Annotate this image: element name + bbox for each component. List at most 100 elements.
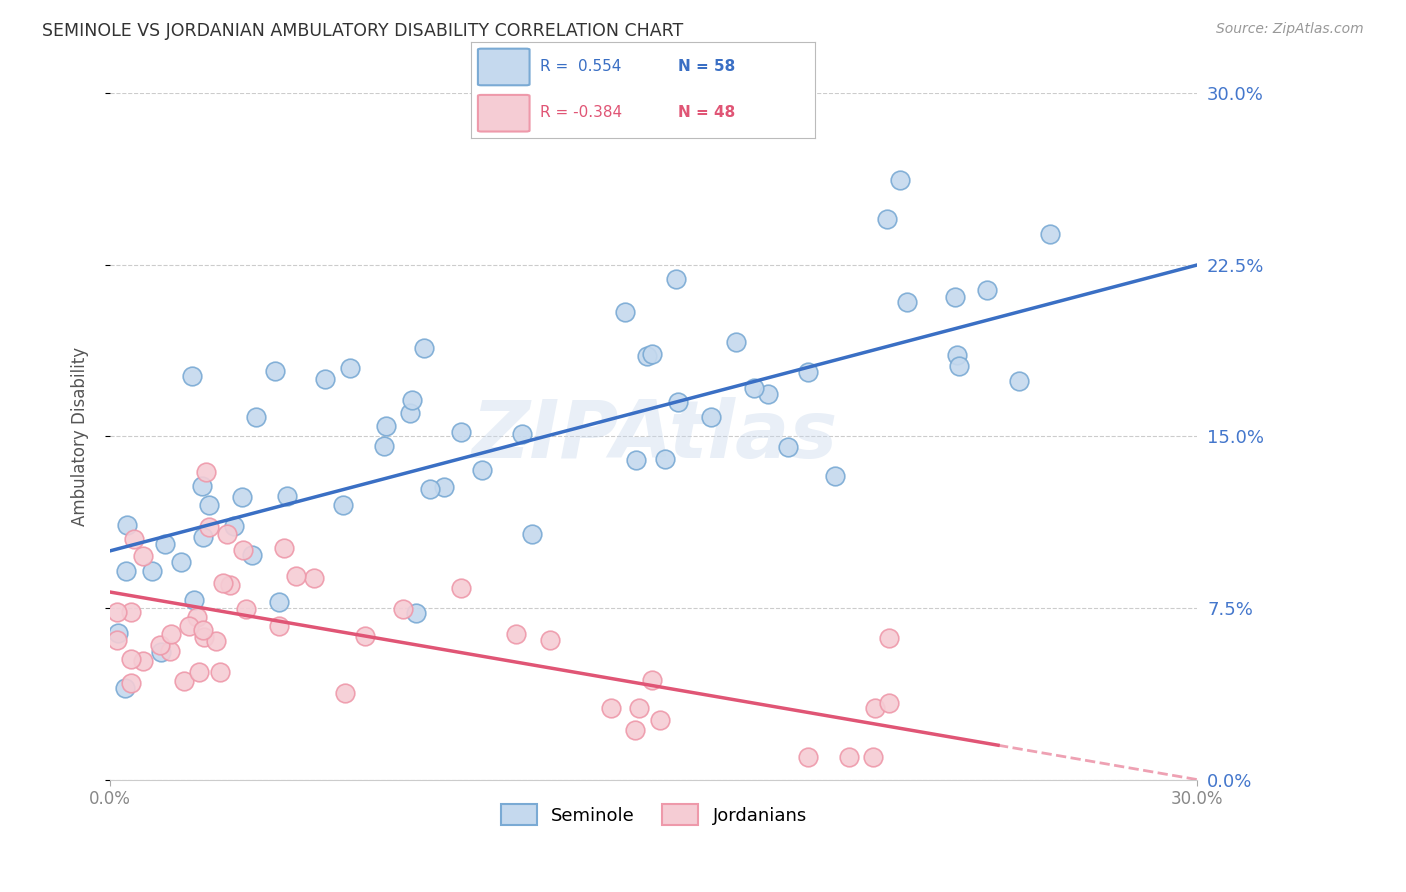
Point <box>132 549 155 564</box>
Point <box>302 571 325 585</box>
Point <box>374 419 396 434</box>
Point <box>160 627 183 641</box>
Point <box>285 569 308 583</box>
Point <box>1008 374 1031 388</box>
Text: N = 48: N = 48 <box>678 105 735 120</box>
Point <box>391 601 413 615</box>
Point <box>114 681 136 695</box>
Point <box>399 406 422 420</box>
Point <box>654 451 676 466</box>
Point <box>219 578 242 592</box>
Point <box>471 463 494 477</box>
Point <box>120 652 142 666</box>
Point <box>212 575 235 590</box>
Point <box>193 630 215 644</box>
Point <box>896 295 918 310</box>
Point <box>838 749 860 764</box>
FancyBboxPatch shape <box>478 49 530 86</box>
Point <box>186 610 208 624</box>
Point <box>505 627 527 641</box>
Point <box>180 369 202 384</box>
Point <box>187 665 209 680</box>
Point <box>943 290 966 304</box>
Point <box>339 360 361 375</box>
Point <box>665 272 688 286</box>
Point <box>235 601 257 615</box>
Point <box>405 606 427 620</box>
Point <box>624 723 647 738</box>
Point <box>191 623 214 637</box>
Y-axis label: Ambulatory Disability: Ambulatory Disability <box>72 347 89 526</box>
Point <box>354 629 377 643</box>
Point <box>124 532 146 546</box>
Point <box>224 518 246 533</box>
Point <box>641 347 664 361</box>
Point <box>756 386 779 401</box>
Point <box>183 593 205 607</box>
Point <box>889 173 911 187</box>
Point <box>170 555 193 569</box>
Point <box>191 530 214 544</box>
Point <box>413 341 436 355</box>
Point <box>215 527 238 541</box>
Point <box>614 304 637 318</box>
Point <box>627 701 650 715</box>
Point <box>797 749 820 764</box>
Point <box>522 527 544 541</box>
Text: ZIPAtlas: ZIPAtlas <box>471 398 837 475</box>
Point <box>797 365 820 379</box>
Point <box>538 632 561 647</box>
Point <box>107 625 129 640</box>
Point <box>450 581 472 595</box>
Point <box>267 619 290 633</box>
Point <box>149 638 172 652</box>
Point <box>666 395 689 409</box>
Point <box>876 212 898 227</box>
Point <box>946 348 969 362</box>
Point <box>636 349 658 363</box>
Point <box>231 490 253 504</box>
Point <box>333 686 356 700</box>
Point <box>332 498 354 512</box>
Point <box>107 605 129 619</box>
Point <box>700 409 723 424</box>
Point <box>240 549 263 563</box>
Point <box>433 480 456 494</box>
Point <box>863 701 886 715</box>
Point <box>117 517 139 532</box>
Point <box>232 543 254 558</box>
Point <box>879 631 901 645</box>
Point <box>948 359 970 373</box>
Text: N = 58: N = 58 <box>678 59 735 74</box>
Point <box>862 749 884 764</box>
Point <box>173 673 195 688</box>
Point <box>191 479 214 493</box>
Point <box>450 425 472 439</box>
Text: SEMINOLE VS JORDANIAN AMBULATORY DISABILITY CORRELATION CHART: SEMINOLE VS JORDANIAN AMBULATORY DISABIL… <box>42 22 683 40</box>
Point <box>314 372 336 386</box>
Point <box>131 654 153 668</box>
Point <box>153 537 176 551</box>
Point <box>510 426 533 441</box>
FancyBboxPatch shape <box>478 95 530 131</box>
Text: R =  0.554: R = 0.554 <box>540 59 621 74</box>
Point <box>205 634 228 648</box>
Point <box>599 701 621 715</box>
Point <box>198 520 221 534</box>
Point <box>624 453 647 467</box>
Point <box>824 468 846 483</box>
Point <box>121 605 143 619</box>
Point <box>879 696 901 710</box>
Point <box>776 440 799 454</box>
Point <box>120 675 142 690</box>
Point <box>198 498 221 512</box>
Point <box>648 714 671 728</box>
Point <box>724 335 747 350</box>
Point <box>194 465 217 479</box>
Point <box>401 392 423 407</box>
Point <box>1039 227 1062 241</box>
Point <box>150 645 173 659</box>
Point <box>742 381 765 395</box>
Point <box>267 595 290 609</box>
Point <box>105 633 128 648</box>
